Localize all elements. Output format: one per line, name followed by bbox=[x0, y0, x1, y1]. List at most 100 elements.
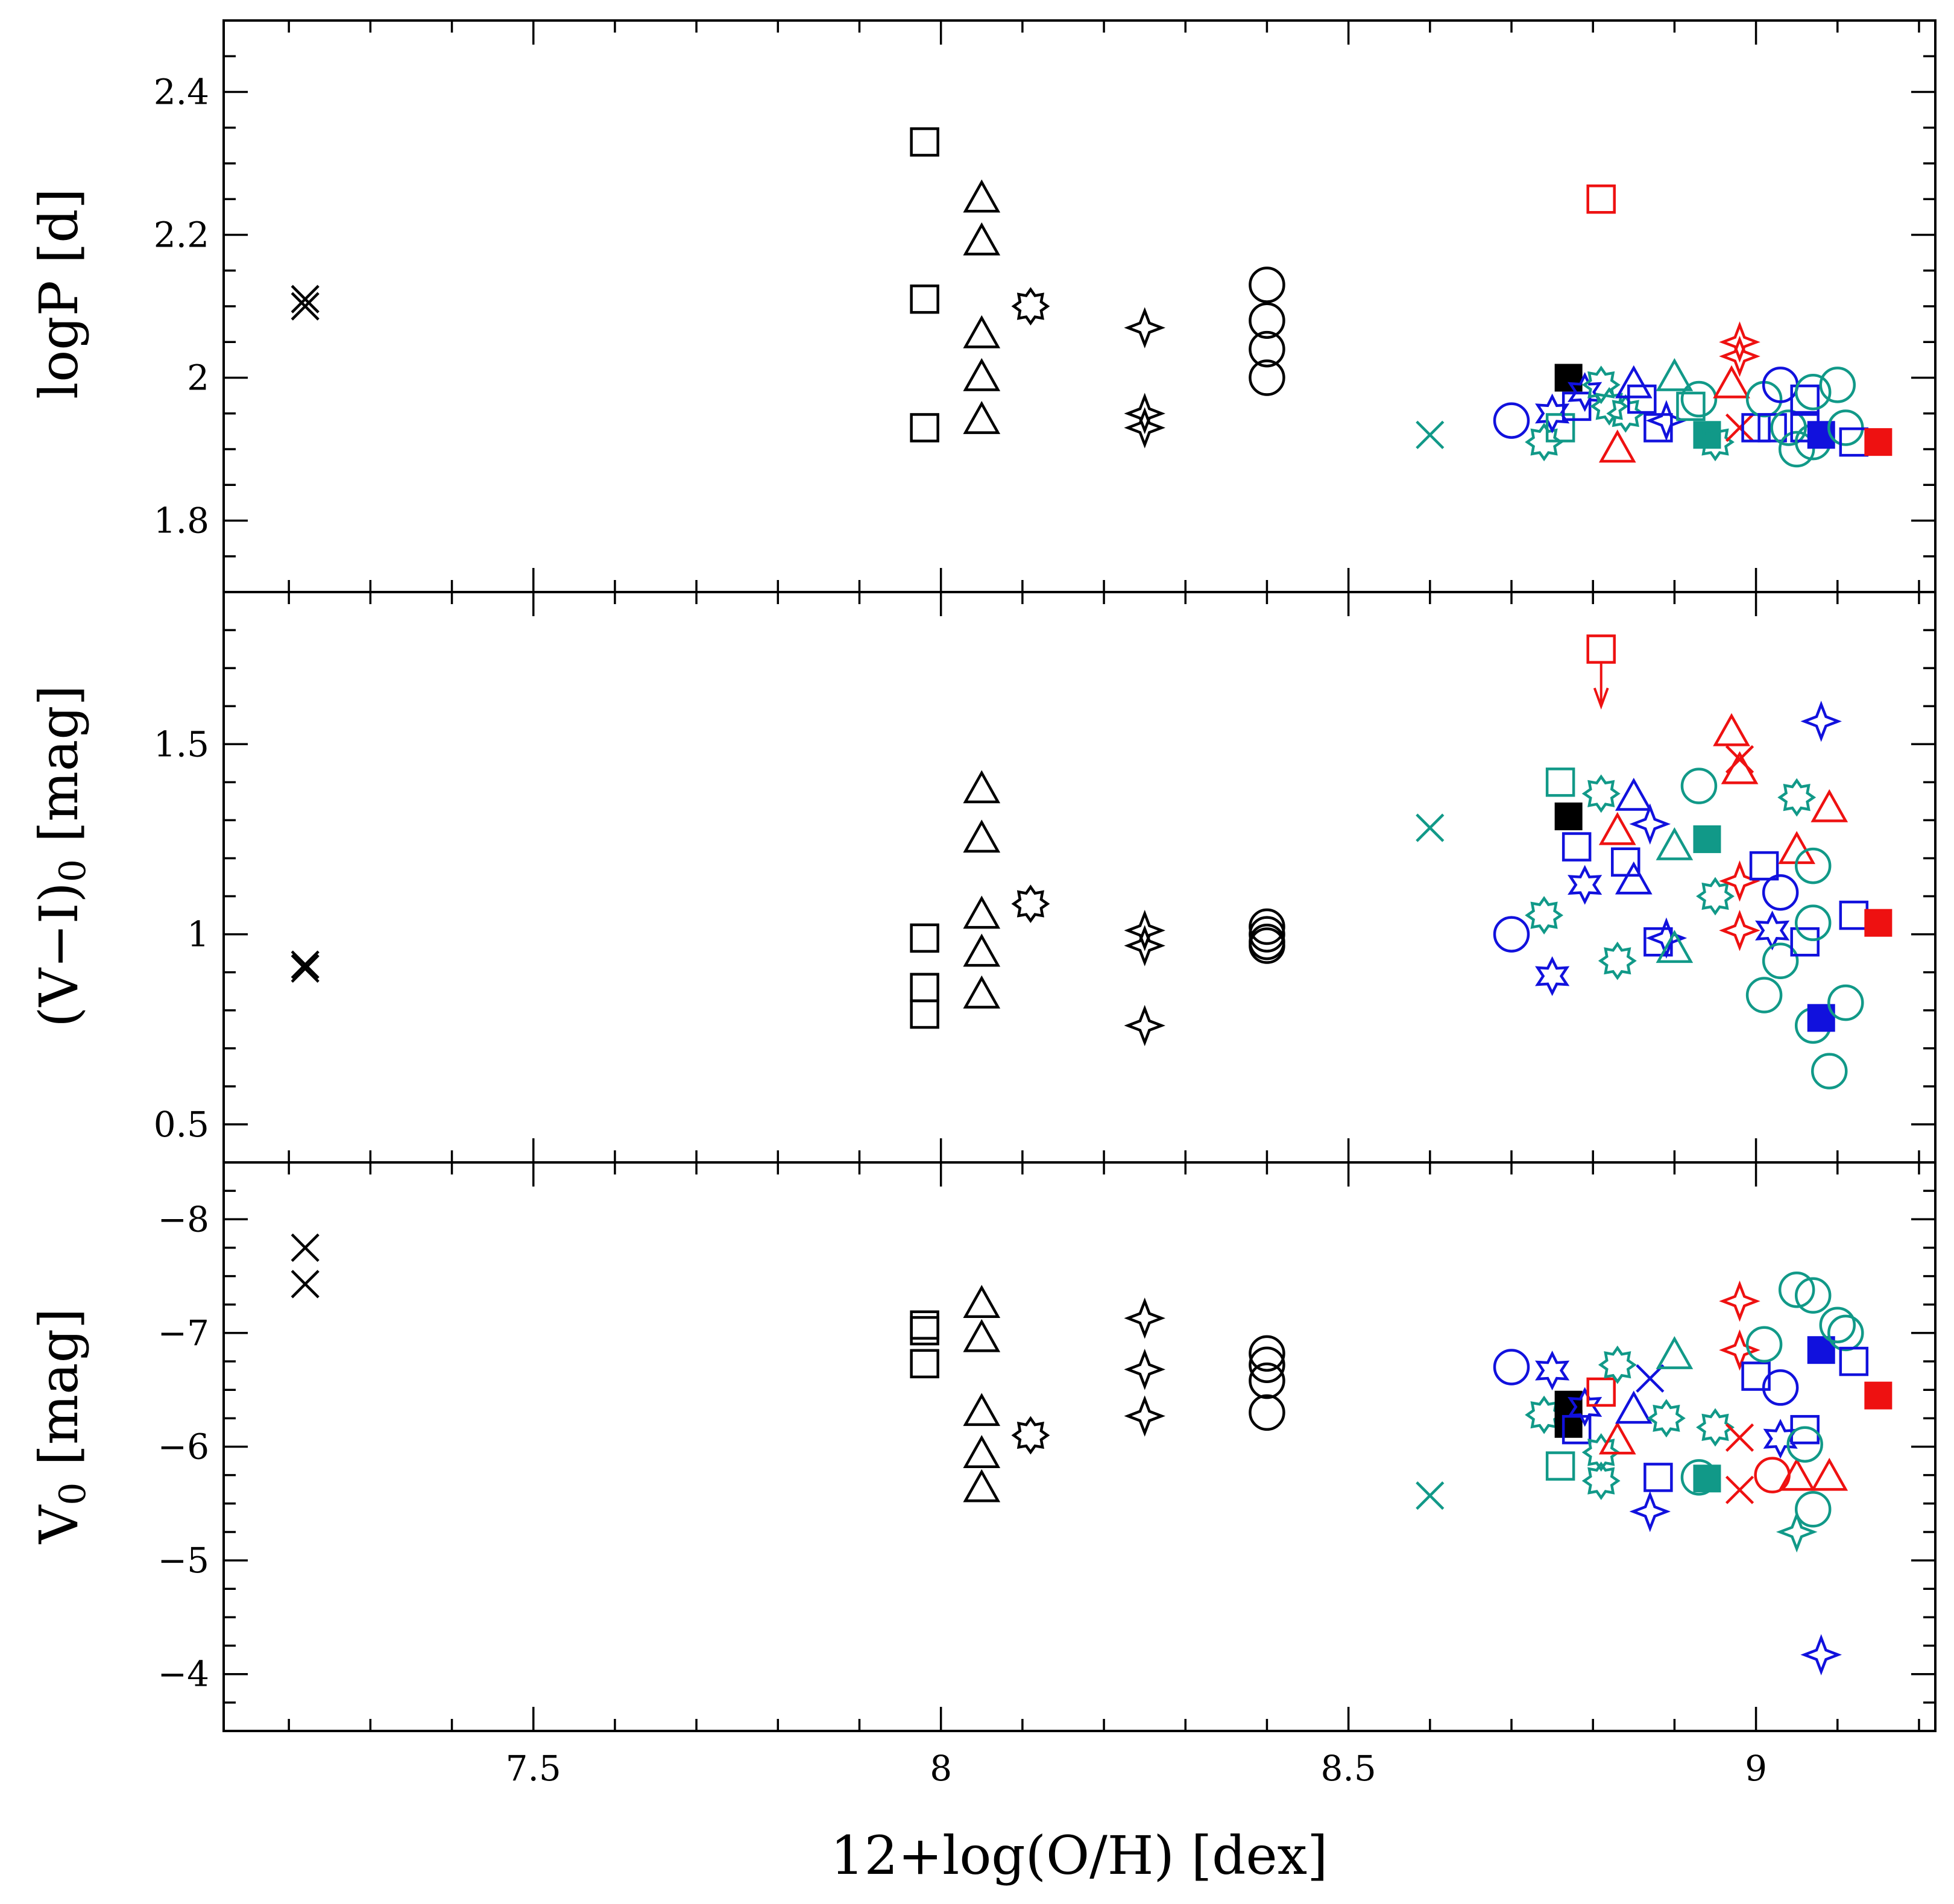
data-point-square bbox=[1741, 1361, 1771, 1391]
data-point-circle bbox=[1249, 916, 1285, 953]
data-point-star6 bbox=[1535, 956, 1570, 997]
data-point-square bbox=[910, 1316, 939, 1346]
plot-frame bbox=[222, 591, 1937, 1164]
data-point-triangle bbox=[1615, 777, 1653, 811]
data-point-circle bbox=[1786, 1426, 1823, 1463]
panel-vi-color: 0.5 1 1.5 bbox=[154, 591, 1937, 1164]
data-point-square bbox=[1562, 832, 1592, 862]
data-point-square bbox=[1749, 851, 1779, 881]
data-point-star4 bbox=[1719, 321, 1760, 363]
data-point-circle bbox=[1794, 1490, 1832, 1528]
y-tick-label: −6 bbox=[158, 1426, 210, 1467]
data-point-burst bbox=[1011, 884, 1050, 924]
data-point-burst bbox=[1696, 877, 1735, 916]
data-point-star6 bbox=[1568, 372, 1603, 412]
data-point-cross bbox=[1416, 1481, 1445, 1510]
data-point-filledsquare bbox=[1693, 1464, 1721, 1493]
data-point-circle bbox=[1819, 367, 1856, 403]
y-tick-label: 1 bbox=[187, 914, 209, 955]
data-point-circle bbox=[1745, 977, 1783, 1013]
data-point-burst bbox=[1598, 941, 1637, 980]
data-point-triangle bbox=[963, 358, 1001, 391]
panel-v0-magnitude: −4 −5 −6 −7 −8 7.5 8 8.5 9 bbox=[158, 1161, 1937, 1789]
data-point-circle bbox=[1754, 1457, 1791, 1493]
data-point-star4 bbox=[1124, 392, 1166, 435]
data-point-star4 bbox=[1124, 1395, 1165, 1437]
data-point-filledsquare bbox=[1864, 428, 1893, 456]
data-point-triangle bbox=[963, 1469, 1001, 1502]
arrow-head bbox=[1593, 687, 1609, 710]
data-point-triangle bbox=[1811, 1457, 1848, 1491]
data-point-triangle bbox=[963, 1319, 1001, 1352]
data-point-triangle bbox=[963, 819, 1001, 853]
data-point-star6 bbox=[1535, 393, 1570, 433]
y-tick-label: 1.5 bbox=[154, 723, 209, 764]
data-point-square bbox=[1839, 1346, 1869, 1376]
y-tick-label: −8 bbox=[158, 1199, 210, 1240]
data-point-circle bbox=[1827, 984, 1864, 1021]
data-point-cross bbox=[1725, 1423, 1754, 1452]
data-point-circle bbox=[1249, 1346, 1285, 1383]
data-point-circle bbox=[1819, 1307, 1856, 1343]
data-point-square bbox=[1676, 391, 1706, 421]
data-point-cross bbox=[1636, 1364, 1665, 1393]
data-point-burst bbox=[1011, 287, 1050, 326]
data-point-circle bbox=[1827, 1314, 1864, 1352]
x-tick-label: 8.5 bbox=[1321, 1748, 1376, 1789]
data-point-star4 bbox=[1719, 910, 1760, 951]
data-point-triangle bbox=[1615, 365, 1653, 399]
data-point-circle bbox=[1680, 380, 1718, 418]
y-tick-label: 1.8 bbox=[154, 500, 209, 541]
data-point-circle bbox=[1762, 942, 1799, 979]
data-point-cross bbox=[1725, 413, 1754, 443]
data-point-square bbox=[910, 972, 939, 1003]
data-point-triangle bbox=[1778, 1457, 1816, 1491]
data-point-star4 bbox=[1719, 860, 1760, 902]
data-point-square bbox=[910, 1349, 939, 1379]
data-point-burst bbox=[1525, 423, 1564, 462]
data-point-circle bbox=[1794, 1277, 1832, 1314]
data-point-triangle bbox=[1811, 789, 1848, 822]
data-point-star4 bbox=[1800, 701, 1842, 742]
data-point-circle bbox=[1778, 1271, 1815, 1308]
data-point-triangle bbox=[963, 933, 1001, 967]
data-point-cross bbox=[291, 1233, 320, 1263]
data-point-triangle bbox=[963, 770, 1001, 804]
data-point-square bbox=[1790, 927, 1820, 957]
data-point-circle bbox=[1770, 409, 1807, 446]
data-point-star4 bbox=[1124, 1004, 1166, 1047]
data-point-circle bbox=[1811, 1053, 1848, 1089]
data-point-star6 bbox=[1755, 910, 1790, 951]
data-point-cross bbox=[291, 285, 320, 314]
data-point-triangle bbox=[1656, 827, 1694, 860]
data-point-circle bbox=[1249, 302, 1285, 339]
data-point-square bbox=[1586, 184, 1616, 214]
data-point-square bbox=[1757, 413, 1787, 443]
data-point-circle bbox=[1778, 430, 1815, 468]
data-point-triangle bbox=[963, 315, 1001, 348]
data-point-star6 bbox=[1535, 1351, 1570, 1391]
data-point-circle bbox=[1745, 1326, 1783, 1363]
data-point-square bbox=[1545, 1451, 1575, 1481]
data-point-triangle bbox=[1656, 930, 1694, 963]
data-point-burst bbox=[1696, 1408, 1735, 1447]
data-point-star4 bbox=[1124, 1349, 1166, 1390]
data-point-filledsquare bbox=[1693, 825, 1721, 853]
y-tick-label: 2 bbox=[187, 358, 209, 399]
y-tick-label: 2.2 bbox=[154, 215, 209, 256]
data-point-square bbox=[1790, 1414, 1820, 1445]
data-point-circle bbox=[1249, 1394, 1285, 1431]
data-point-star4 bbox=[1124, 925, 1165, 966]
data-point-triangle bbox=[963, 179, 1001, 213]
data-point-circle bbox=[1249, 927, 1285, 964]
data-point-triangle bbox=[1598, 1421, 1636, 1455]
data-point-triangle bbox=[1656, 358, 1694, 391]
plot-frame bbox=[222, 1161, 1937, 1732]
data-point-burst bbox=[1581, 774, 1621, 813]
data-point-burst bbox=[1525, 896, 1564, 935]
data-point-square bbox=[1586, 634, 1616, 664]
data-point-circle bbox=[1249, 330, 1285, 368]
data-point-burst bbox=[1581, 365, 1621, 405]
panel-logp: 1.8 2 2.2 2.4 bbox=[154, 19, 1937, 593]
